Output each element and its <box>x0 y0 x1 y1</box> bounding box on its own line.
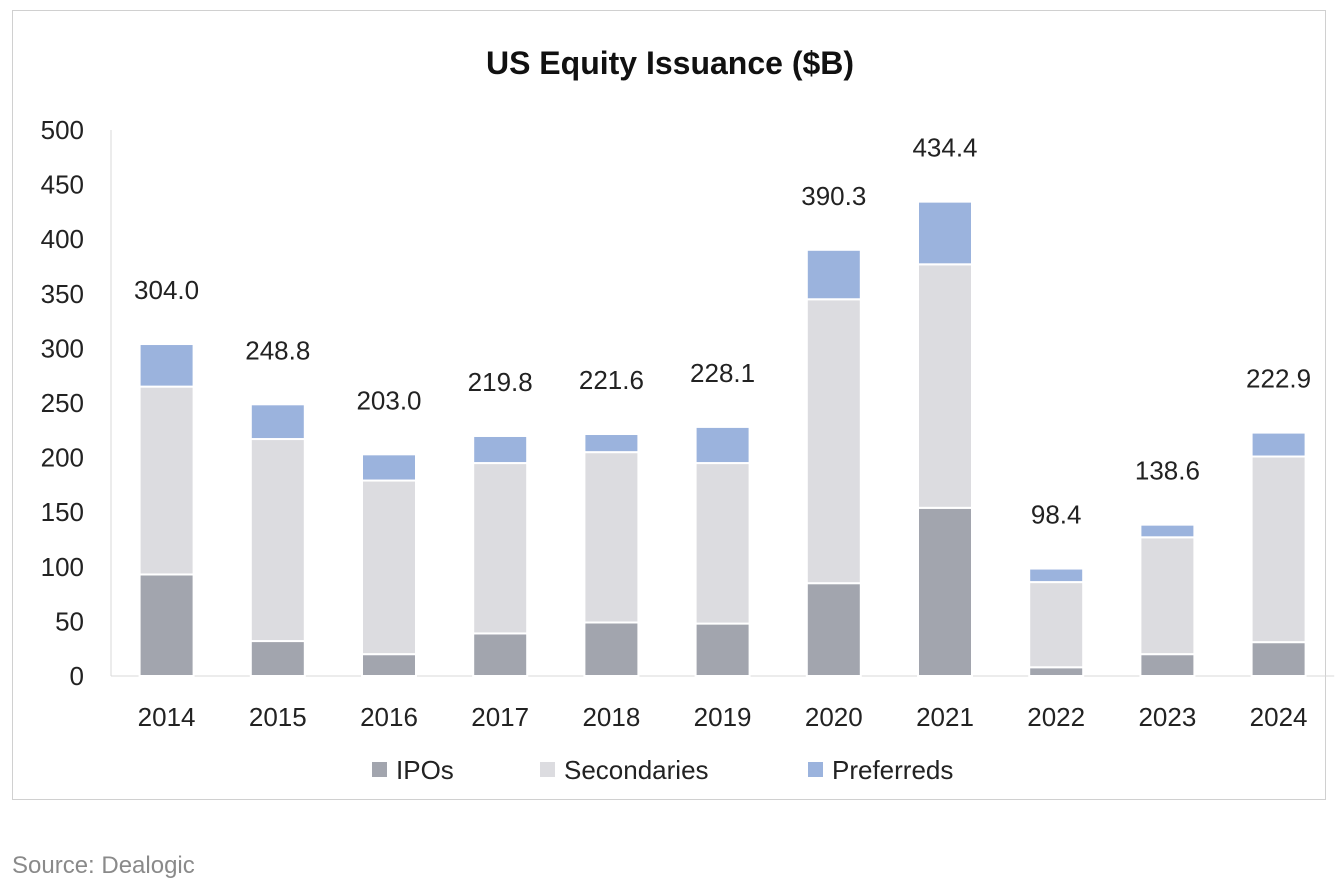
bar-segment-preferreds <box>1250 431 1307 458</box>
bar-segment-ipos <box>583 621 640 678</box>
source-note: Source: Dealogic <box>12 852 195 879</box>
x-tick-label: 2020 <box>805 702 863 732</box>
y-tick-label: 0 <box>70 661 84 691</box>
bar-segment-preferreds <box>805 248 862 301</box>
bar-segment-secondaries <box>472 462 529 635</box>
bar-segment-preferreds <box>1139 523 1196 539</box>
total-data-label: 304.0 <box>134 275 199 305</box>
bar-segment-preferreds <box>138 343 195 388</box>
bar-segment-ipos <box>138 573 195 677</box>
bar-segment-ipos <box>1139 653 1196 677</box>
bar-segment-preferreds <box>583 433 640 454</box>
bar-segment-preferreds <box>1028 567 1085 584</box>
y-tick-label: 400 <box>41 224 84 254</box>
bar-segment-ipos <box>472 632 529 677</box>
legend-label: Secondaries <box>564 755 709 785</box>
bar-segment-preferreds <box>917 200 973 266</box>
x-tick-label: 2014 <box>138 702 196 732</box>
legend-swatch-secondaries <box>540 762 555 777</box>
y-tick-label: 500 <box>41 115 84 145</box>
legend-label: Preferreds <box>832 755 953 785</box>
y-tick-label: 250 <box>41 388 84 418</box>
bar-segment-secondaries <box>805 298 862 585</box>
total-data-label: 98.4 <box>1031 500 1082 530</box>
y-tick-label: 450 <box>41 170 84 200</box>
bar-segment-secondaries <box>1028 581 1085 669</box>
bar-segment-ipos <box>361 653 417 677</box>
legend-label: IPOs <box>396 755 454 785</box>
bar-segment-secondaries <box>1139 536 1196 656</box>
total-data-label: 203.0 <box>356 385 421 415</box>
total-data-label: 228.1 <box>690 358 755 388</box>
bar-segment-ipos <box>1250 641 1307 678</box>
chart-frame <box>12 10 1326 800</box>
bar-segment-ipos <box>249 640 306 678</box>
chart-title: US Equity Issuance ($B) <box>486 45 854 81</box>
x-tick-label: 2019 <box>694 702 752 732</box>
y-tick-label: 150 <box>41 497 84 527</box>
total-data-label: 138.6 <box>1135 456 1200 486</box>
x-tick-label: 2015 <box>249 702 307 732</box>
bar-segment-preferreds <box>694 425 751 465</box>
bar-segment-preferreds <box>249 403 306 441</box>
y-tick-label: 300 <box>41 333 84 363</box>
total-data-label: 434.4 <box>912 133 977 163</box>
x-tick-label: 2023 <box>1138 702 1196 732</box>
bar-segment-secondaries <box>138 385 195 576</box>
x-tick-label: 2016 <box>360 702 418 732</box>
y-tick-label: 350 <box>41 279 84 309</box>
x-tick-label: 2022 <box>1027 702 1085 732</box>
total-data-label: 222.9 <box>1246 364 1311 394</box>
bar-segment-ipos <box>805 582 862 677</box>
bar-segment-secondaries <box>917 263 973 509</box>
y-tick-label: 200 <box>41 443 84 473</box>
x-tick-label: 2018 <box>582 702 640 732</box>
total-data-label: 219.8 <box>468 367 533 397</box>
bar-segment-ipos <box>917 506 973 677</box>
x-tick-label: 2021 <box>916 702 974 732</box>
bar-segment-secondaries <box>583 451 640 624</box>
bar-segment-ipos <box>694 622 751 677</box>
x-tick-label: 2024 <box>1250 702 1308 732</box>
legend-swatch-preferreds <box>808 762 823 777</box>
bar-segment-secondaries <box>1250 455 1307 644</box>
x-tick-label: 2017 <box>471 702 529 732</box>
bar-segment-secondaries <box>249 438 306 643</box>
legend-swatch-ipos <box>372 762 387 777</box>
total-data-label: 221.6 <box>579 365 644 395</box>
bar-segment-preferreds <box>361 453 417 482</box>
total-data-label: 248.8 <box>245 335 310 365</box>
bar-segment-preferreds <box>472 434 529 465</box>
bar-segment-secondaries <box>694 462 751 625</box>
bar-segment-secondaries <box>361 479 417 656</box>
bar-segment-ipos <box>1028 666 1085 677</box>
y-tick-label: 50 <box>55 606 84 636</box>
y-tick-label: 100 <box>41 552 84 582</box>
total-data-label: 390.3 <box>801 181 866 211</box>
